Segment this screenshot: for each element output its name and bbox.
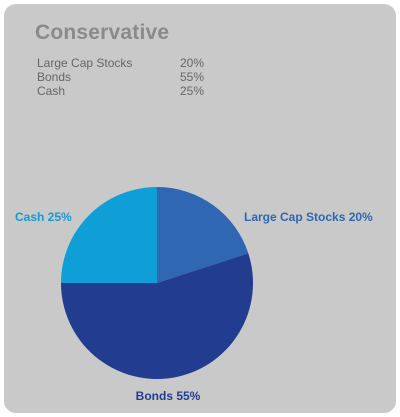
row-percent: 20%: [180, 56, 205, 70]
pie-slice-bonds: [61, 253, 253, 380]
slice-label-cash: Cash 25%: [15, 210, 72, 224]
row-name: Bonds: [37, 70, 72, 84]
chart-title: Conservative: [35, 21, 170, 44]
pie-slice-cash: [61, 187, 157, 283]
row-percent: 25%: [180, 84, 205, 98]
slice-label-large-cap-stocks: Large Cap Stocks 20%: [244, 210, 373, 224]
allocation-table: Large Cap Stocks 20% Bonds 55% Cash 25%: [37, 56, 204, 98]
slice-label-bonds: Bonds 55%: [136, 389, 201, 403]
pie-slice-large-cap-stocks: [157, 187, 249, 283]
row-name: Cash: [37, 84, 66, 98]
row-name: Large Cap Stocks: [37, 56, 133, 70]
table-row: Cash 25%: [37, 84, 204, 98]
table-row: Large Cap Stocks 20%: [37, 56, 204, 70]
table-row: Bonds 55%: [37, 70, 204, 84]
row-percent: 55%: [180, 70, 205, 84]
